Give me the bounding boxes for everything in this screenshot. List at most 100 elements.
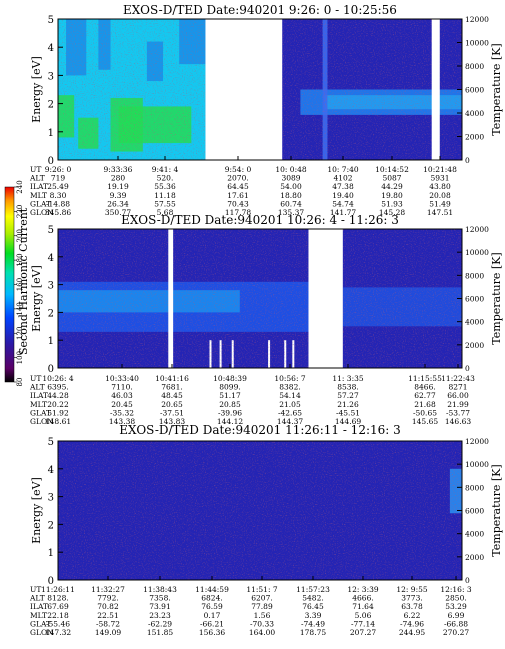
ephemeris-value: 44.28 <box>47 391 69 400</box>
ephemeris-value: 8538. <box>337 383 358 392</box>
ephemeris-value: 5931 <box>430 174 449 183</box>
spectrogram-image <box>58 441 462 580</box>
y2-tick-label: 0 <box>465 576 470 585</box>
spectrogram-image <box>58 229 462 368</box>
ephemeris-value: 11:26:11 <box>41 585 75 594</box>
ephemeris-row-label: ILAT <box>30 182 48 191</box>
ephemeris-value: 520. <box>157 174 174 183</box>
ephemeris-value: 207.27 <box>350 628 376 637</box>
ephemeris-value: 2070. <box>227 174 248 183</box>
ephemeris-value: 149.09 <box>95 628 121 637</box>
data-gap <box>168 229 174 368</box>
ephemeris-value: 2850. <box>445 594 466 603</box>
ephemeris-value: -39.96 <box>218 408 242 417</box>
ephemeris-value: 144.69 <box>335 417 361 426</box>
y2-axis-label: Temperature [K] <box>490 252 503 344</box>
y2-tick-label: 6000 <box>465 86 484 95</box>
ephemeris-value: 9:33:36 <box>104 165 133 174</box>
ephemeris-value: 143.38 <box>109 417 135 426</box>
ephemeris-value: -55.46 <box>46 619 70 628</box>
ephemeris-value: 10: 0:48 <box>275 165 307 174</box>
ephemeris-value: 22.18 <box>47 611 69 620</box>
ephemeris-value: 10:14:52 <box>375 165 409 174</box>
ephemeris-value: 10:48:39 <box>213 374 247 383</box>
y2-tick-label: 8000 <box>465 483 484 492</box>
ephemeris-value: 76.59 <box>201 602 223 611</box>
ephemeris-row-label: ALT <box>29 383 45 392</box>
ephemeris-value: 48.45 <box>161 391 183 400</box>
ephemeris-value: 147.32 <box>45 628 71 637</box>
ephemeris-row-label: MLT <box>30 191 47 200</box>
y2-tick-label: 2000 <box>465 133 484 142</box>
ephemeris-row-label: MLT <box>30 611 47 620</box>
ephemeris-value: 44.29 <box>381 182 403 191</box>
ephemeris-value: 70.82 <box>97 602 119 611</box>
ephemeris-value: 10:33:40 <box>105 374 139 383</box>
ephemeris-row-label: UT <box>30 165 41 174</box>
ephemeris-value: 54.14 <box>279 391 301 400</box>
ephemeris-value: -77.14 <box>351 619 375 628</box>
ephemeris-value: -42.65 <box>278 408 302 417</box>
ephemeris-value: -50.65 <box>413 408 437 417</box>
ephemeris-value: 6824. <box>201 594 222 603</box>
data-gap <box>431 19 440 160</box>
y-axis-label: Energy [eV] <box>30 56 43 123</box>
ephemeris-value: 11:51: 7 <box>246 585 278 594</box>
ephemeris-value: 12:16: 3 <box>440 585 472 594</box>
ephemeris-value: 3773. <box>401 594 422 603</box>
ephemeris-value: 144.37 <box>277 417 303 426</box>
ephemeris-value: 719 <box>51 174 66 183</box>
spectrogram-panel-1: EXOS-D/TED Date:940201 9:26: 0 - 10:25:5… <box>29 3 503 217</box>
ephemeris-value: 5087 <box>382 174 401 183</box>
ephemeris-value: 11:15:55 <box>408 374 442 383</box>
ephemeris-value: -74.96 <box>400 619 424 628</box>
ephemeris-value: -62.29 <box>148 619 172 628</box>
ephemeris-value: 0.17 <box>204 611 221 620</box>
ephemeris-value: 10:26: 4 <box>42 374 74 383</box>
y2-tick-label: 12000 <box>465 225 489 234</box>
ephemeris-value: -74.49 <box>301 619 325 628</box>
ephemeris-value: -45.51 <box>336 408 360 417</box>
ephemeris-value: 6.99 <box>448 611 465 620</box>
y2-tick-label: 12000 <box>465 437 489 446</box>
colorbar-tick-label: 220 <box>16 205 24 218</box>
ephemeris-value: 7681. <box>161 383 182 392</box>
ephemeris-value: 7358. <box>149 594 170 603</box>
ephemeris-row-label: GLON <box>30 208 54 217</box>
ephemeris-value: 20.08 <box>429 191 451 200</box>
ephemeris-value: 11.18 <box>154 191 176 200</box>
ephemeris-value: 143.83 <box>159 417 185 426</box>
ephemeris-value: 26.34 <box>107 199 129 208</box>
y2-tick-label: 4000 <box>465 109 484 118</box>
ephemeris-value: -58.72 <box>96 619 120 628</box>
y-tick-label: 1 <box>48 128 54 139</box>
ephemeris-value: 9.39 <box>110 191 127 200</box>
ephemeris-value: -70.33 <box>250 619 274 628</box>
ephemeris-row-label: UT <box>30 585 41 594</box>
ephemeris-value: 12: 3:39 <box>347 585 379 594</box>
y2-tick-label: 10000 <box>465 460 489 469</box>
ephemeris-value: 135.37 <box>278 208 304 217</box>
ephemeris-value: -66.21 <box>200 619 224 628</box>
ephemeris-value: 9:41: 4 <box>152 165 179 174</box>
ephemeris-row-label: ILAT <box>30 391 48 400</box>
ephemeris-value: 11:38:43 <box>143 585 177 594</box>
ephemeris-value: 18.80 <box>280 191 302 200</box>
ephemeris-value: 8271 <box>448 383 467 392</box>
ephemeris-value: 67.69 <box>47 602 69 611</box>
ephemeris-value: 5.68 <box>157 208 174 217</box>
y-tick-label: 1 <box>48 548 54 559</box>
ephemeris-value: 23.23 <box>149 611 171 620</box>
ephemeris-value: 77.89 <box>251 602 273 611</box>
panel-title: EXOS-D/TED Date:940201 10:26: 4 - 11:26:… <box>121 213 399 227</box>
ephemeris-row-label: UT <box>30 374 41 383</box>
ephemeris-value: -53.77 <box>446 408 470 417</box>
ephemeris-value: 57.27 <box>337 391 359 400</box>
data-gap <box>205 19 283 160</box>
colorbar-gradient <box>4 186 15 383</box>
colorbar-tick-label: 100 <box>16 351 24 364</box>
ephemeris-value: 70.43 <box>227 199 249 208</box>
ephemeris-value: 54.74 <box>332 199 354 208</box>
colorbar-label: Second Harmonic Current <box>17 207 30 355</box>
